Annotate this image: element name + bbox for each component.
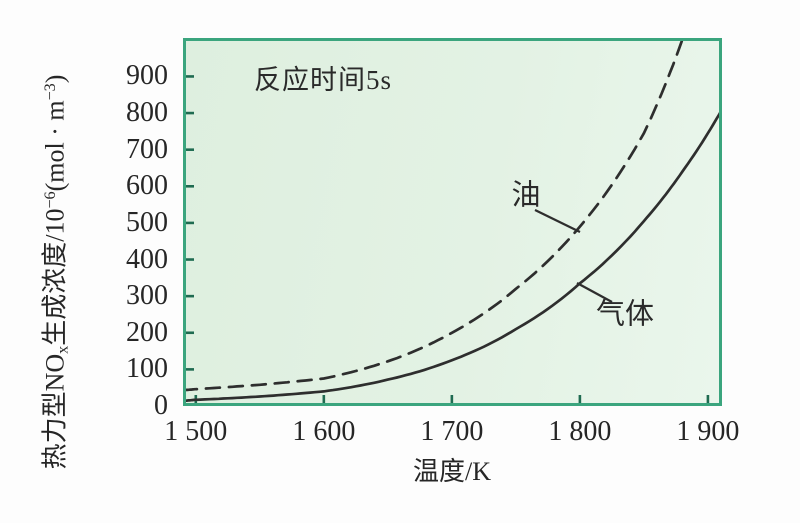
y-tick-label: 200 — [126, 316, 168, 348]
oil-curve — [183, 38, 685, 392]
x-tick-label: 1 900 — [676, 416, 740, 447]
x-tick-label: 1 500 — [164, 416, 228, 447]
gas-curve — [183, 108, 722, 403]
oil-curve-label: 油 — [511, 179, 541, 212]
y-tick-label: 100 — [126, 353, 168, 385]
plot-canvas — [183, 38, 722, 406]
y-tick-label: 800 — [126, 97, 168, 129]
y-axis-tick-labels: 0 100 200 300 400 500 600 700 800 900 — [92, 0, 172, 523]
y-tick-label: 900 — [126, 60, 168, 92]
gas-curve-label: 气体 — [595, 298, 655, 331]
x-tick-label: 1 700 — [420, 416, 484, 447]
plot-area: 反应时间5s 油 气体 — [183, 38, 722, 406]
x-axis-title: 温度/K — [412, 457, 492, 486]
y-tick-label: 600 — [126, 170, 168, 202]
y-tick-label: 700 — [126, 133, 168, 165]
plot-border — [183, 38, 722, 406]
y-tick-label: 400 — [126, 243, 168, 275]
x-tick-label: 1 600 — [292, 416, 356, 447]
reaction-time-annotation: 反应时间5s — [254, 65, 393, 95]
y-tick-label: 300 — [126, 280, 168, 312]
gas-callout-line — [576, 281, 613, 304]
oil-callout-line — [534, 208, 581, 234]
y-tick-label: 500 — [126, 206, 168, 238]
y-tick-label: 0 — [154, 390, 168, 421]
x-tick-label: 1 800 — [548, 416, 612, 447]
